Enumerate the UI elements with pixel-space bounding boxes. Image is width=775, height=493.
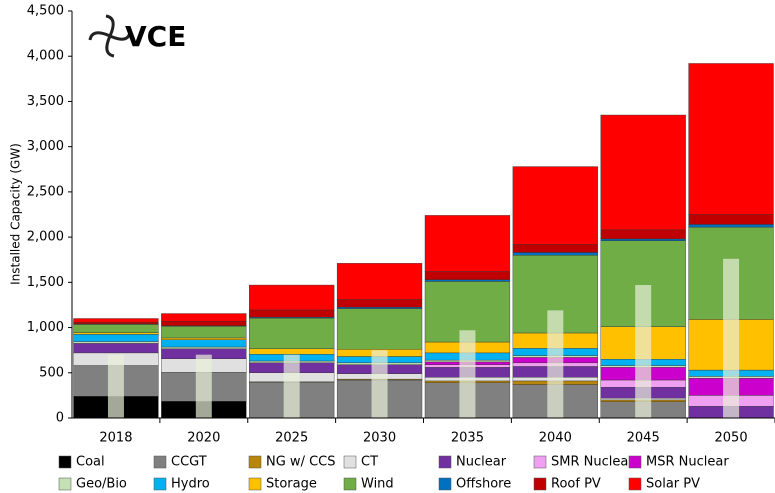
legend-swatch xyxy=(628,477,642,491)
legend-label: NG w/ CCS xyxy=(266,455,335,470)
bar-segment xyxy=(73,318,159,323)
legend-label: Geo/Bio xyxy=(76,477,127,492)
y-tick-label: 3,500 xyxy=(27,94,64,109)
bar-segment xyxy=(336,307,423,309)
x-tick-label: 2020 xyxy=(187,431,220,446)
bar-segment xyxy=(249,284,335,311)
legend-swatch xyxy=(343,477,357,491)
y-tick-label: 4,500 xyxy=(27,4,64,19)
x-tick-label: 2045 xyxy=(627,431,660,446)
bar-segment xyxy=(512,166,598,245)
legend-label: Roof PV xyxy=(551,477,601,492)
logo: VCE xyxy=(125,20,186,53)
bar-segment xyxy=(161,321,247,326)
legend-swatch xyxy=(533,477,547,491)
bar-segment xyxy=(73,332,159,335)
y-tick-label: 500 xyxy=(39,365,64,380)
logo-icon xyxy=(88,14,132,58)
legend-swatch xyxy=(343,455,357,469)
legend-label: Wind xyxy=(361,477,394,492)
bar-segment xyxy=(73,341,159,344)
bar-segment xyxy=(600,238,686,241)
bar-segment xyxy=(161,346,247,350)
bar-segment xyxy=(688,224,774,228)
x-tick-label: 2018 xyxy=(99,431,132,446)
bar-segment xyxy=(688,63,774,215)
legend-label: SMR Nuclear xyxy=(551,455,634,470)
legend-label: CT xyxy=(361,455,378,470)
bar-segment xyxy=(73,321,159,325)
bar-segment xyxy=(336,263,423,300)
y-tick-label: 1,000 xyxy=(27,320,64,335)
legend-label: Hydro xyxy=(171,477,210,492)
legend-swatch xyxy=(248,455,262,469)
bar-segment xyxy=(161,325,247,339)
legend-swatch xyxy=(628,455,642,469)
overlay-bar xyxy=(371,350,388,418)
bar-segment xyxy=(512,252,598,256)
bar-segment xyxy=(73,324,159,333)
bar-segment xyxy=(336,308,423,350)
bar-segment xyxy=(600,114,686,231)
overlay-bar xyxy=(459,330,476,418)
legend-label: Offshore xyxy=(456,477,511,492)
y-tick-label: 4,000 xyxy=(27,49,64,64)
x-tick-label: 2040 xyxy=(539,431,572,446)
bar-segment xyxy=(688,214,774,225)
overlay-bar xyxy=(195,354,212,418)
bar-segment xyxy=(424,279,511,282)
legend-swatch xyxy=(58,477,72,491)
legend-swatch xyxy=(248,477,262,491)
bar-segment xyxy=(161,313,247,322)
bar-segment xyxy=(73,343,159,354)
legend-label: Storage xyxy=(266,477,317,492)
x-tick-label: 2030 xyxy=(363,431,396,446)
legend-label: Nuclear xyxy=(456,455,507,470)
overlay-bar xyxy=(547,310,564,418)
x-tick-label: 2050 xyxy=(715,431,748,446)
legend-swatch xyxy=(438,455,452,469)
legend-swatch xyxy=(533,455,547,469)
bar-segment xyxy=(249,309,335,318)
legend-swatch xyxy=(153,477,167,491)
legend-label: Solar PV xyxy=(646,477,700,492)
y-axis-label: Installed Capacity (GW) xyxy=(9,143,23,285)
bar-segment xyxy=(249,317,335,350)
y-tick-label: 1,500 xyxy=(27,275,64,290)
legend-swatch xyxy=(438,477,452,491)
bar-segment xyxy=(161,337,247,340)
bar-segment xyxy=(424,215,511,272)
y-tick-label: 2,000 xyxy=(27,230,64,245)
legend-swatch xyxy=(58,455,72,469)
overlay-bar xyxy=(635,285,652,418)
bar-segment xyxy=(249,348,335,355)
overlay-bar xyxy=(283,354,300,418)
overlay-bar xyxy=(723,258,740,418)
x-tick-label: 2035 xyxy=(451,431,484,446)
legend-label: CCGT xyxy=(171,455,207,470)
bar-segment xyxy=(73,334,159,342)
y-tick-label: 3,000 xyxy=(27,139,64,154)
overlay-bar xyxy=(107,354,124,418)
legend-label: MSR Nuclear xyxy=(646,455,729,470)
x-tick-label: 2025 xyxy=(275,431,308,446)
bar-segment xyxy=(161,339,247,348)
legend-label: Coal xyxy=(76,455,105,470)
legend-swatch xyxy=(153,455,167,469)
bar-segment xyxy=(600,229,686,240)
bar-segment xyxy=(336,299,423,308)
y-tick-label: 0 xyxy=(56,411,64,426)
y-tick-label: 2,500 xyxy=(27,184,64,199)
bar-segment xyxy=(512,244,598,253)
bar-segment xyxy=(424,271,511,280)
